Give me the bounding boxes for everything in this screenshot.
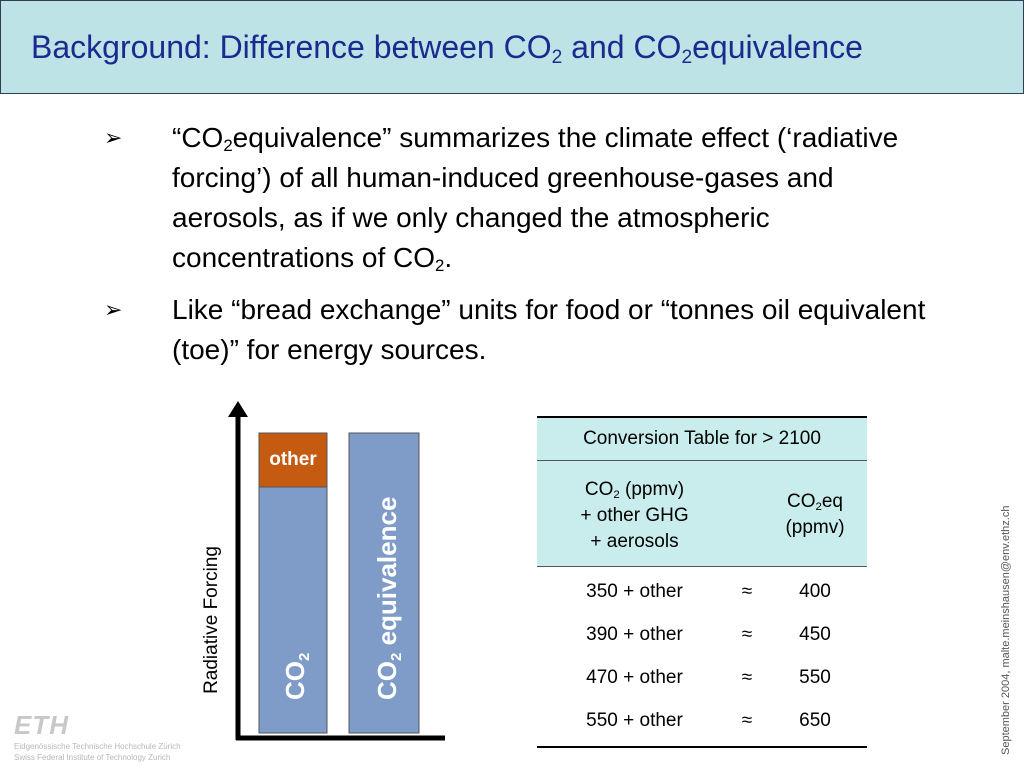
arrow-bullet-icon: ➢ — [104, 125, 123, 150]
conversion-table: Conversion Table for > 2100 CO2 (ppmv) +… — [537, 416, 867, 748]
forcing-diagram: Radiative Forcing other CO2 CO2 equivale… — [201, 401, 445, 741]
title-subscript: 2 — [551, 46, 563, 68]
table-row: 470 + other ≈ 550 — [537, 657, 867, 700]
row-right-value: 550 — [799, 667, 831, 688]
column-header-input: CO2 (ppmv) + other GHG + aerosols — [580, 479, 689, 552]
co2-bar — [258, 486, 328, 734]
title-subscript: 2 — [681, 46, 693, 68]
title-text-part: and CO — [562, 29, 682, 65]
table-row: 390 + other ≈ 450 — [537, 614, 867, 657]
other-segment — [258, 432, 328, 488]
approx-symbol: ≈ — [741, 581, 753, 602]
title-text-part: Background: Difference between CO — [31, 29, 552, 65]
co2-equivalence-bar — [348, 432, 420, 734]
table-row: 350 + other ≈ 400 — [537, 571, 867, 614]
row-right-value: 400 — [799, 581, 831, 602]
row-left-value: 470 + other — [586, 667, 683, 688]
side-note: September 2004, malte.meinshausen@env.et… — [1000, 505, 1012, 755]
approx-symbol: ≈ — [741, 624, 753, 645]
row-right-value: 650 — [799, 710, 831, 731]
eth-logo-line-1: Eidgenössische Technische Hochschule Zür… — [14, 742, 181, 751]
approx-symbol: ≈ — [741, 667, 753, 688]
title-text-part: equivalence — [692, 29, 863, 65]
row-right-value: 450 — [799, 624, 831, 645]
arrow-bullet-icon: ➢ — [104, 297, 123, 322]
column-header-equivalent: CO2eq (ppmv) — [785, 491, 845, 538]
y-axis-arrow-icon — [228, 401, 248, 417]
eth-logo-line-2: Swiss Federal Institute of Technology Zu… — [14, 753, 171, 762]
row-left-value: 550 + other — [586, 710, 683, 731]
bullet-item-2: ➢ Like “bread exchange” units for food o… — [104, 290, 934, 370]
slide-title: Background: Difference between CO2 and C… — [31, 29, 863, 68]
row-left-value: 350 + other — [586, 581, 683, 602]
title-bar: Background: Difference between CO2 and C… — [0, 0, 1024, 94]
co2-bar-label: CO2 — [280, 653, 313, 700]
table-column-headers: CO2 (ppmv) + other GHG + aerosols CO2eq … — [537, 461, 867, 567]
co2-equivalence-label: CO2 equivalence — [372, 497, 405, 700]
bullet-text: Like “bread exchange” units for food or … — [172, 294, 926, 365]
row-left-value: 390 + other — [586, 624, 683, 645]
eth-logo: ETH Eidgenössische Technische Hochschule… — [14, 710, 181, 763]
eth-logo-mark: ETH — [14, 710, 69, 740]
approx-symbol: ≈ — [741, 710, 753, 731]
table-header: Conversion Table for > 2100 — [537, 418, 867, 461]
table-row: 550 + other ≈ 650 — [537, 700, 867, 743]
other-label: other — [269, 449, 317, 470]
bullet-item-1: ➢ “CO2equivalence” summarizes the climat… — [104, 118, 934, 278]
axis-label: Radiative Forcing — [201, 546, 222, 694]
bullet-text: “CO2equivalence” summarizes the climate … — [172, 122, 899, 276]
table-body: 350 + other ≈ 400 390 + other ≈ 450 470 … — [537, 567, 867, 746]
